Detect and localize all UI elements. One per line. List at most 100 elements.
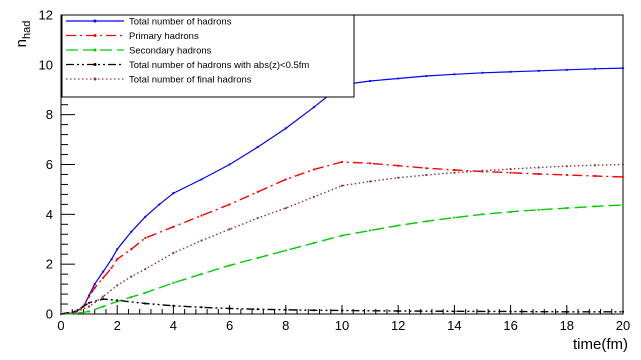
- series-4: [59, 297, 625, 316]
- data-point: [158, 203, 161, 206]
- data-point: [369, 162, 372, 165]
- data-point: [593, 174, 597, 178]
- series-2: [59, 160, 625, 316]
- data-point: [116, 248, 119, 251]
- data-point: [93, 283, 96, 286]
- legend-box: [61, 14, 355, 98]
- series-layer: [59, 66, 625, 316]
- data-point: [565, 310, 568, 313]
- data-point: [425, 74, 428, 78]
- data-point: [228, 163, 231, 166]
- data-point: [565, 68, 568, 71]
- data-point: [88, 301, 91, 304]
- legend-label: Total number of hadrons with abs(z)<0.5f…: [129, 60, 309, 71]
- data-point: [116, 284, 119, 287]
- legend-marker: [93, 63, 97, 66]
- x-tick-label: 2: [114, 318, 121, 333]
- data-point: [509, 167, 512, 171]
- data-point: [453, 216, 456, 219]
- data-point: [200, 239, 203, 242]
- data-point: [228, 307, 231, 310]
- legend-entry: Total number of hadrons: [66, 17, 232, 28]
- y-axis-title-sub: had: [21, 21, 33, 39]
- x-axis: 0 2 4 6 8 10 12 14 16 18 20: [57, 305, 630, 333]
- data-point: [565, 165, 568, 168]
- data-point: [284, 308, 287, 311]
- data-point: [593, 205, 597, 208]
- series-line: [60, 161, 624, 315]
- data-point: [228, 228, 231, 231]
- data-point: [537, 172, 540, 176]
- data-point: [312, 168, 315, 171]
- data-point: [397, 224, 400, 227]
- legend-label: Total number of final hadrons: [129, 75, 252, 86]
- legend-entry: Secondary hadrons: [66, 46, 212, 57]
- data-point: [102, 270, 105, 273]
- data-point: [397, 164, 400, 167]
- data-point: [116, 299, 119, 302]
- data-point: [172, 281, 175, 284]
- data-point: [481, 213, 484, 216]
- data-point: [509, 210, 512, 213]
- data-point: [453, 73, 456, 76]
- data-point: [425, 220, 428, 223]
- series-3: [59, 203, 625, 316]
- y-tick-label: 0: [46, 307, 53, 322]
- data-point: [340, 309, 344, 312]
- legend-entries: Total number of hadrons Primary hadrons Se…: [66, 17, 309, 86]
- data-point: [312, 195, 315, 198]
- series-line: [60, 298, 623, 315]
- data-point: [228, 203, 231, 206]
- data-point: [397, 309, 400, 313]
- data-point: [565, 207, 568, 210]
- data-point: [110, 266, 113, 270]
- data-point: [312, 106, 315, 109]
- x-tick-label: 8: [282, 318, 289, 333]
- data-point: [284, 249, 287, 252]
- data-point: [144, 268, 147, 271]
- legend-label: Primary hadrons: [129, 31, 199, 42]
- data-point: [110, 258, 113, 261]
- data-point: [172, 192, 175, 195]
- legend-label: Total number of hadrons: [129, 17, 232, 28]
- y-axis-title-main: n: [13, 39, 30, 47]
- data-point: [93, 286, 96, 289]
- y-tick-label: 10: [39, 57, 53, 72]
- legend-label: Secondary hadrons: [129, 46, 212, 57]
- y-tick-label: 12: [39, 8, 53, 23]
- data-point: [59, 312, 63, 316]
- data-point: [369, 79, 372, 83]
- data-point: [102, 305, 105, 308]
- x-tick-label: 6: [226, 318, 233, 333]
- data-point: [453, 310, 456, 313]
- x-tick-label: 14: [447, 318, 461, 333]
- data-point: [256, 256, 259, 260]
- data-point: [621, 203, 625, 206]
- data-point: [621, 66, 625, 70]
- data-point: [340, 160, 344, 164]
- data-point: [284, 178, 287, 181]
- data-point: [509, 171, 512, 174]
- series-line: [60, 163, 624, 315]
- legend: Total number of hadrons Primary hadrons Se…: [61, 14, 355, 98]
- data-point: [88, 305, 91, 308]
- legend-entry: Primary hadrons: [66, 31, 199, 42]
- series-line: [60, 204, 624, 315]
- data-point: [130, 248, 133, 251]
- legend-marker: [93, 48, 97, 52]
- data-point: [102, 297, 105, 301]
- x-tick-label: 10: [335, 318, 349, 333]
- data-point: [256, 308, 259, 311]
- legend-marker: [93, 34, 97, 37]
- data-point: [116, 258, 119, 261]
- data-point: [537, 69, 540, 72]
- data-point: [200, 306, 203, 309]
- series-line: [60, 67, 624, 315]
- data-point: [509, 310, 512, 313]
- data-point: [537, 166, 540, 169]
- data-point: [340, 184, 344, 187]
- data-point: [537, 208, 540, 211]
- x-tick-label: 12: [391, 318, 405, 333]
- data-point: [172, 251, 175, 255]
- data-point: [144, 236, 147, 240]
